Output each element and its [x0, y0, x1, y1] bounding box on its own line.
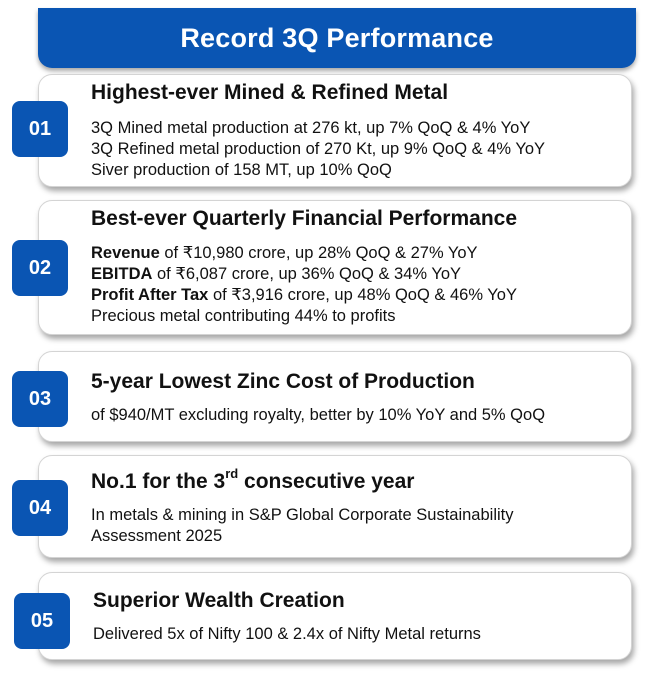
- card-line: 3Q Refined metal production of 270 Kt, u…: [91, 140, 546, 158]
- highlight-card-03: 5-year Lowest Zinc Cost of Production of…: [38, 351, 632, 442]
- number-badge-02: 02: [12, 240, 68, 296]
- metric-label: EBITDA: [91, 265, 153, 283]
- card-line: Siver production of 158 MT, up 10% QoQ: [91, 161, 392, 179]
- card-line: of $940/MT excluding royalty, better by …: [91, 406, 546, 424]
- card-title: Superior Wealth Creation: [93, 589, 345, 612]
- highlight-card-05: Superior Wealth Creation Delivered 5x of…: [38, 572, 632, 660]
- card-body: Revenue of ₹10,980 crore, up 28% QoQ & 2…: [91, 243, 517, 327]
- number-badge-04: 04: [12, 480, 68, 536]
- metric-label: Revenue: [91, 244, 160, 262]
- card-line: In metals & mining in S&P Global Corpora…: [91, 506, 514, 545]
- card-title-superscript: rd: [225, 466, 239, 481]
- card-title: Best-ever Quarterly Financial Performanc…: [91, 207, 518, 230]
- card-body: In metals & mining in S&P Global Corpora…: [91, 505, 591, 547]
- highlight-card-02: Best-ever Quarterly Financial Performanc…: [38, 200, 632, 335]
- page-title: Record 3Q Performance: [180, 22, 494, 53]
- card-body: of $940/MT excluding royalty, better by …: [91, 405, 545, 426]
- number-badge-03: 03: [12, 371, 68, 427]
- card-line: 3Q Mined metal production at 276 kt, up …: [91, 119, 531, 137]
- metric-text: of ₹10,980 crore, up 28% QoQ & 27% YoY: [159, 244, 478, 262]
- card-line-pat: Profit After Tax of ₹3,916 crore, up 48%…: [91, 285, 517, 306]
- card-line: Precious metal contributing 44% to profi…: [91, 307, 396, 325]
- card-line-revenue: Revenue of ₹10,980 crore, up 28% QoQ & 2…: [91, 243, 517, 264]
- number-badge-05: 05: [14, 593, 70, 649]
- card-body: Delivered 5x of Nifty 100 & 2.4x of Nift…: [93, 624, 481, 645]
- card-title-part: No.1 for the 3: [91, 470, 226, 493]
- card-title: Highest-ever Mined & Refined Metal: [91, 81, 449, 104]
- highlight-card-01: Highest-ever Mined & Refined Metal 3Q Mi…: [38, 74, 632, 187]
- metric-text: of ₹6,087 crore, up 36% QoQ & 34% YoY: [152, 265, 462, 283]
- number-badge-01: 01: [12, 101, 68, 157]
- card-title: No.1 for the 3rd consecutive year: [91, 466, 415, 494]
- highlight-card-04: No.1 for the 3rd consecutive year In met…: [38, 455, 632, 558]
- metric-label: Profit After Tax: [91, 286, 209, 304]
- card-body: 3Q Mined metal production at 276 kt, up …: [91, 118, 545, 181]
- card-line: Delivered 5x of Nifty 100 & 2.4x of Nift…: [93, 625, 481, 643]
- header-banner: Record 3Q Performance: [38, 8, 636, 68]
- card-title: 5-year Lowest Zinc Cost of Production: [91, 370, 475, 393]
- card-line-ebitda: EBITDA of ₹6,087 crore, up 36% QoQ & 34%…: [91, 264, 517, 285]
- card-title-part: consecutive year: [238, 470, 415, 493]
- metric-text: of ₹3,916 crore, up 48% QoQ & 46% YoY: [208, 286, 517, 304]
